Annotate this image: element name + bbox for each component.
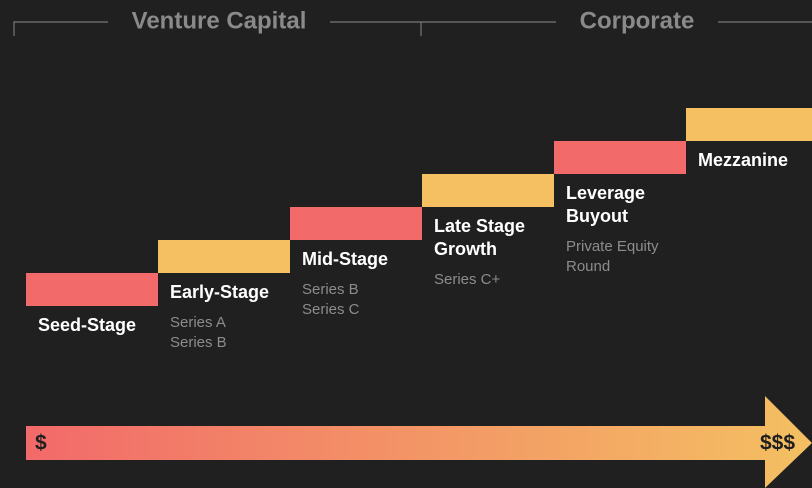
stage-bar <box>158 240 290 273</box>
stage-detail: Series C <box>302 301 360 318</box>
stage-bar <box>554 141 686 174</box>
stage-bar <box>26 273 158 306</box>
stage-detail: Series C+ <box>434 271 501 288</box>
stage-title: Seed-Stage <box>38 315 136 335</box>
value-arrow <box>26 396 812 488</box>
bracket-line <box>330 21 556 36</box>
bracket-line <box>13 21 108 36</box>
stage-bar <box>290 207 422 240</box>
stage-detail: Series B <box>302 281 359 298</box>
stage-title: Leverage <box>566 183 645 203</box>
arrow-start-label: $ <box>35 432 47 455</box>
stage-detail: Private Equity <box>566 238 659 255</box>
stage-title: Early-Stage <box>170 282 269 302</box>
stages: Seed-Stage Early-Stage Series A Series B Mid… <box>26 108 812 351</box>
stage-title: Mid-Stage <box>302 249 388 269</box>
arrow-end-label: $$$ <box>760 432 795 455</box>
stage-title: Growth <box>434 239 497 259</box>
stage-bar <box>422 174 554 207</box>
stage-title: Buyout <box>566 206 628 226</box>
stage-bar <box>686 108 812 141</box>
group-label: Venture Capital <box>132 7 307 34</box>
stage-title: Mezzanine <box>698 150 788 170</box>
stage-detail: Series B <box>170 334 227 351</box>
stage-title: Late Stage <box>434 216 525 236</box>
stage-detail: Series A <box>170 314 226 331</box>
group-label: Corporate <box>580 7 695 34</box>
stage-detail: Round <box>566 258 610 275</box>
